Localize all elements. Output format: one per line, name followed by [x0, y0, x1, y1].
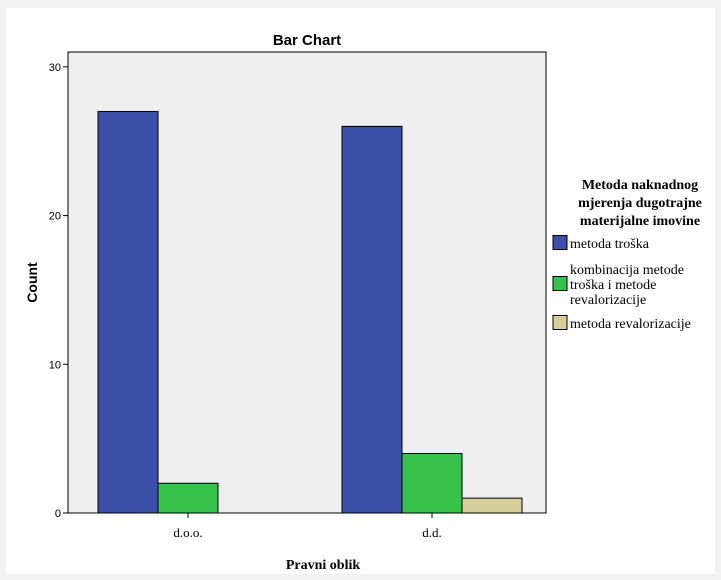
legend-label-2-0: metoda revalorizacije [570, 317, 691, 332]
x-tick-label-0: d.o.o. [173, 525, 202, 540]
bar-1-0 [341, 125, 403, 514]
legend-title-line-0: Metoda naknadnog [582, 178, 698, 193]
legend-swatch-1 [552, 276, 568, 291]
legend-title-line-2: materijalne imovine [580, 214, 700, 229]
legend-swatch-0 [552, 235, 568, 250]
bar-0-1 [157, 482, 219, 514]
bar-0-0 [97, 110, 159, 514]
y-axis-label: Count [24, 262, 40, 303]
y-tick-label-1: 10 [49, 359, 61, 371]
legend-label-1-0: kombinacija metode [570, 263, 684, 278]
bar-1-1 [401, 453, 463, 514]
legend-swatch-2 [552, 315, 568, 330]
x-tick-label-1: d.d. [422, 525, 442, 540]
legend-label-1-2: revalorizacije [570, 293, 646, 308]
chart-title: Bar Chart [273, 32, 341, 49]
y-tick-label-3: 30 [49, 62, 61, 74]
x-axis-label: Pravni oblik [286, 558, 361, 573]
y-tick-label-0: 0 [55, 508, 61, 520]
legend-label-0-0: metoda troška [570, 237, 650, 252]
legend-label-1-1: troška i metode [570, 278, 656, 293]
legend-title-line-1: mjerenja dugotrajne [578, 196, 702, 211]
y-tick-label-2: 20 [49, 211, 61, 223]
bar-1-2 [461, 497, 523, 514]
